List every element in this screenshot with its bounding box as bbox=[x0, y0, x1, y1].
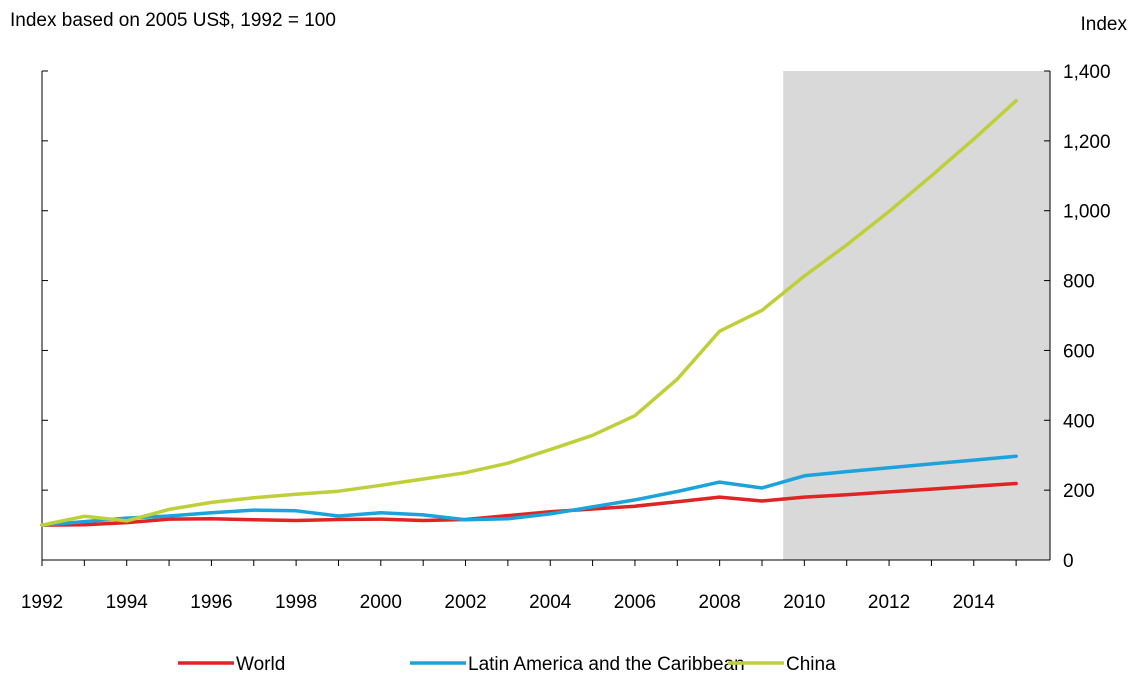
y-axis-title: Index bbox=[1081, 14, 1128, 35]
x-tick-label: 1996 bbox=[190, 592, 232, 613]
legend-label-world: World bbox=[236, 654, 285, 675]
x-tick-label: 2012 bbox=[868, 592, 910, 613]
line-chart: Index based on 2005 US$, 1992 = 100 Inde… bbox=[10, 10, 1128, 613]
y-tick-label: 600 bbox=[1063, 341, 1095, 362]
x-tick-label: 2006 bbox=[614, 592, 656, 613]
legend-label-latin-america-and-the-caribbean: Latin America and the Caribbean bbox=[468, 654, 745, 675]
x-tick-label: 2008 bbox=[699, 592, 741, 613]
chart-subtitle: Index based on 2005 US$, 1992 = 100 bbox=[10, 10, 336, 31]
y-tick-label: 400 bbox=[1063, 411, 1095, 432]
y-tick-label: 1,200 bbox=[1063, 132, 1111, 153]
x-tick-label: 2002 bbox=[444, 592, 486, 613]
x-tick-label: 2010 bbox=[783, 592, 825, 613]
y-tick-label: 0 bbox=[1063, 551, 1074, 572]
y-tick-label: 800 bbox=[1063, 272, 1095, 293]
x-tick-label: 2004 bbox=[529, 592, 572, 613]
series-line-world bbox=[40, 481, 1018, 527]
x-tick-label: 1998 bbox=[275, 592, 317, 613]
legend: World Latin America and the Caribbean Chin… bbox=[178, 654, 836, 675]
x-tick-label: 1992 bbox=[21, 592, 63, 613]
series-line-china bbox=[40, 98, 1018, 527]
x-tick-label: 2000 bbox=[360, 592, 402, 613]
x-tick-label: 1994 bbox=[106, 592, 149, 613]
axes: 0 200 400 600 800 1,000 1,200 1,400 1992 1994 1996… bbox=[21, 62, 1111, 613]
series-line-latin-america-and-the-caribbean bbox=[40, 454, 1018, 527]
series-lines bbox=[40, 98, 1018, 527]
y-tick-label: 1,400 bbox=[1063, 62, 1111, 83]
projection-shaded-region bbox=[783, 71, 1050, 560]
x-tick-label: 2014 bbox=[953, 592, 996, 613]
y-tick-label: 200 bbox=[1063, 481, 1095, 502]
legend-label-china: China bbox=[786, 654, 836, 675]
y-tick-label: 1,000 bbox=[1063, 202, 1111, 223]
